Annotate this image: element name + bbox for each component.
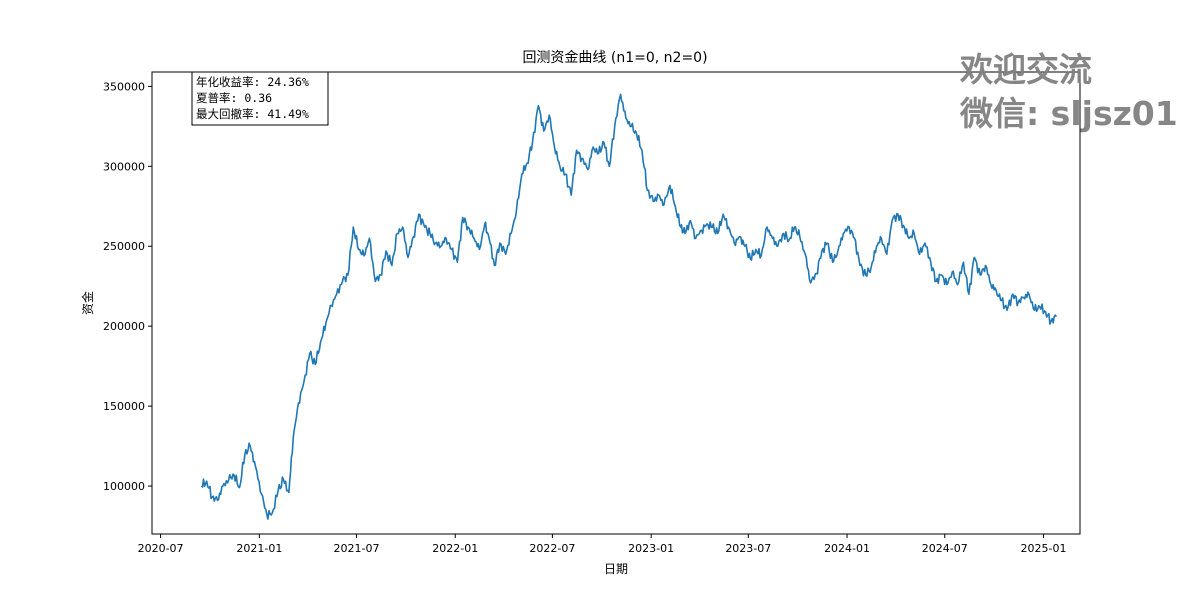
series-line-equity (200, 93, 1058, 520)
plot-area: 2020-07 2021-01 2021-07 2022-01 2022-07 2023-… (103, 71, 1081, 555)
x-tick-label: 2021-01 (236, 542, 282, 555)
y-tick-label: 350000 (103, 80, 145, 93)
watermark: 欢迎交流 微信: sljsz01 (960, 48, 1178, 136)
stats-box-frame (191, 71, 329, 126)
plot-frame (151, 71, 1081, 535)
y-tick-label: 100000 (103, 480, 145, 493)
y-axis-label: 资金 (80, 291, 95, 315)
y-tick-label: 150000 (103, 400, 145, 413)
chart-title: 回测资金曲线 (n1=0, n2=0) (522, 50, 707, 66)
stats-annual-return: 年化收益率: 24.36% (196, 75, 309, 89)
x-tick-label: 2020-07 (138, 542, 184, 555)
y-tick-label: 200000 (103, 320, 145, 333)
x-tick-label: 2025-01 (1021, 542, 1067, 555)
stats-sharpe: 夏普率: 0.36 (196, 91, 272, 105)
x-tick-label: 2023-07 (725, 542, 771, 555)
x-tick-label: 2021-07 (334, 542, 380, 555)
x-tick-label: 2023-01 (628, 542, 674, 555)
watermark-line-1: 欢迎交流 (960, 50, 1092, 89)
x-axis: 2020-07 2021-01 2021-07 2022-01 2022-07 2023-… (138, 534, 1067, 555)
y-tick-label: 250000 (103, 240, 145, 253)
x-axis-label: 日期 (604, 562, 628, 576)
y-axis: 100000 150000 200000 250000 300000 350000 (103, 80, 152, 493)
x-tick-label: 2024-07 (922, 542, 968, 555)
x-tick-label: 2022-07 (529, 542, 575, 555)
x-tick-label: 2022-01 (432, 542, 478, 555)
x-tick-label: 2024-01 (824, 542, 870, 555)
stats-box: 年化收益率: 24.36% 夏普率: 0.36 最大回撤率: 41.49% (191, 71, 329, 126)
stats-max-drawdown: 最大回撤率: 41.49% (196, 107, 309, 121)
watermark-line-2: 微信: sljsz01 (960, 94, 1178, 133)
y-tick-label: 300000 (103, 160, 145, 173)
